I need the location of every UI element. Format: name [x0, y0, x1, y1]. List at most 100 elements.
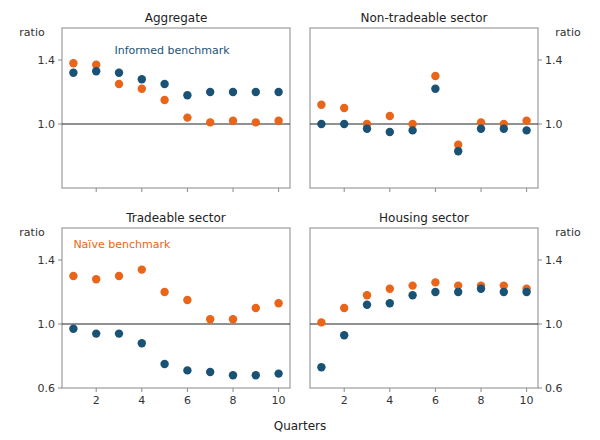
point	[160, 80, 168, 88]
y-tick	[58, 260, 62, 261]
panel: Housing sector0.61.01.4246810ratio	[310, 211, 581, 407]
panel: Non-tradeable sector 1.0 1.4 ratio	[310, 11, 581, 192]
x-tick	[278, 388, 279, 392]
point	[206, 315, 214, 323]
point	[160, 288, 168, 296]
point	[183, 91, 191, 99]
x-tick	[526, 388, 527, 392]
point	[115, 329, 123, 337]
x-tick	[96, 188, 97, 192]
point	[115, 272, 123, 280]
y-tick	[58, 124, 62, 125]
point	[408, 281, 416, 289]
point	[183, 113, 191, 121]
panel-title: Housing sector	[379, 211, 469, 225]
x-tick	[187, 188, 188, 192]
point	[408, 126, 416, 134]
x-tick	[481, 388, 482, 392]
y-axis-label: ratio	[19, 226, 45, 239]
point	[69, 325, 77, 333]
data-group	[62, 59, 290, 127]
point	[274, 88, 282, 96]
point	[206, 368, 214, 376]
point	[317, 363, 325, 371]
data-group	[310, 278, 538, 371]
panel-title: Tradeable sector	[125, 211, 226, 225]
point	[69, 272, 77, 280]
y-axis-label: ratio	[555, 226, 581, 239]
point	[274, 369, 282, 377]
point	[206, 88, 214, 96]
y-tick-label: 1.0	[545, 118, 563, 131]
point	[477, 125, 485, 133]
x-tick-label: 8	[478, 394, 485, 407]
x-tick	[233, 188, 234, 192]
point	[340, 331, 348, 339]
point	[138, 85, 146, 93]
panel: Tradeable sector0.61.01.4246810ratioNaïv…	[19, 211, 290, 407]
y-axis-label: ratio	[555, 26, 581, 39]
point	[229, 371, 237, 379]
y-tick-label: 1.4	[545, 54, 563, 67]
point	[69, 59, 77, 67]
point	[500, 125, 508, 133]
y-tick-label: 1.0	[38, 118, 56, 131]
point	[92, 275, 100, 283]
point	[340, 304, 348, 312]
plot-frame	[62, 228, 290, 388]
point	[386, 112, 394, 120]
x-tick	[389, 388, 390, 392]
x-tick	[435, 388, 436, 392]
point	[138, 339, 146, 347]
point	[274, 299, 282, 307]
point	[431, 288, 439, 296]
y-tick	[58, 60, 62, 61]
x-tick-label: 6	[184, 394, 191, 407]
panel-title: Non-tradeable sector	[361, 11, 488, 25]
x-tick-label: 4	[386, 394, 393, 407]
x-tick-label: 10	[520, 394, 534, 407]
annotation: Informed benchmark	[114, 44, 230, 57]
x-tick	[141, 388, 142, 392]
x-tick	[344, 188, 345, 192]
x-tick-label: 2	[93, 394, 100, 407]
y-tick-label: 0.6	[545, 382, 563, 395]
point	[340, 120, 348, 128]
point	[138, 75, 146, 83]
x-tick-label: 2	[341, 394, 348, 407]
point	[454, 147, 462, 155]
x-tick	[435, 188, 436, 192]
y-tick-label: 1.0	[545, 318, 563, 331]
point	[363, 125, 371, 133]
y-axis-label: ratio	[19, 26, 45, 39]
point	[138, 265, 146, 273]
point	[252, 88, 260, 96]
point	[431, 278, 439, 286]
x-axis-label: Quarters	[274, 419, 327, 433]
point	[274, 117, 282, 125]
panel-title: Aggregate	[145, 11, 208, 25]
point	[477, 285, 485, 293]
y-tick-label: 1.4	[38, 54, 56, 67]
point	[69, 69, 77, 77]
point	[340, 104, 348, 112]
point	[92, 67, 100, 75]
point	[206, 118, 214, 126]
plot-frame	[310, 228, 538, 388]
point	[386, 128, 394, 136]
point	[363, 301, 371, 309]
point	[500, 288, 508, 296]
point	[252, 371, 260, 379]
point	[92, 329, 100, 337]
point	[522, 288, 530, 296]
point	[317, 120, 325, 128]
x-tick-label: 6	[432, 394, 439, 407]
point	[454, 288, 462, 296]
point	[160, 360, 168, 368]
y-tick	[538, 324, 542, 325]
x-tick-label: 4	[138, 394, 145, 407]
point	[522, 117, 530, 125]
point	[183, 296, 191, 304]
x-tick	[96, 388, 97, 392]
point	[115, 69, 123, 77]
